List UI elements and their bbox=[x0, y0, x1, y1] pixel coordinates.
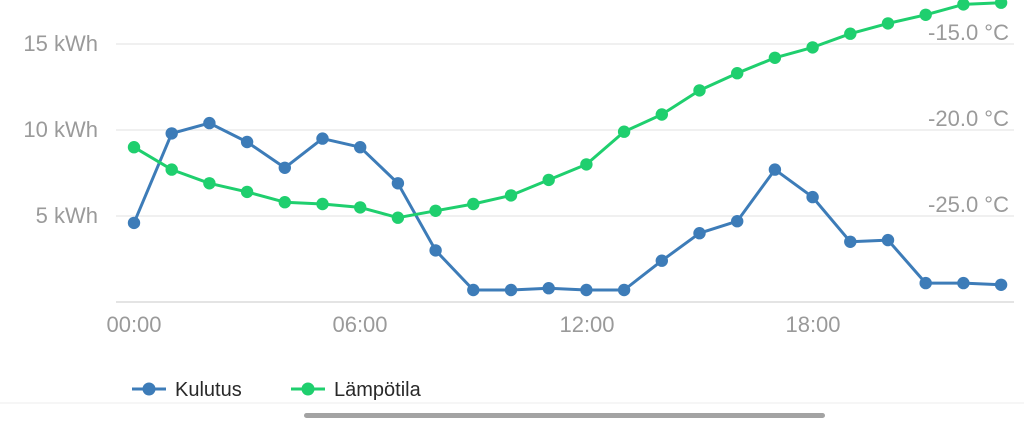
svg-text:15 kWh: 15 kWh bbox=[23, 31, 98, 56]
svg-text:5 kWh: 5 kWh bbox=[36, 203, 98, 228]
svg-text:Lämpötila: Lämpötila bbox=[334, 379, 422, 401]
svg-text:10 kWh: 10 kWh bbox=[23, 117, 98, 142]
svg-text:06:00: 06:00 bbox=[332, 312, 387, 337]
svg-text:Kulutus: Kulutus bbox=[175, 379, 242, 401]
svg-text:-20.0 °C: -20.0 °C bbox=[928, 106, 1009, 131]
svg-text:12:00: 12:00 bbox=[559, 312, 614, 337]
svg-text:18:00: 18:00 bbox=[785, 312, 840, 337]
svg-text:-25.0 °C: -25.0 °C bbox=[928, 192, 1009, 217]
svg-text:-15.0 °C: -15.0 °C bbox=[928, 20, 1009, 45]
svg-text:00:00: 00:00 bbox=[106, 312, 161, 337]
